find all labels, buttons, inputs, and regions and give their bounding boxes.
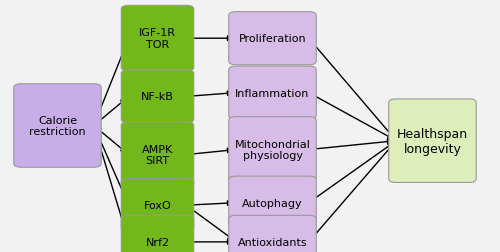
FancyBboxPatch shape <box>121 122 194 188</box>
Text: IGF-1R
TOR: IGF-1R TOR <box>139 28 176 50</box>
Text: Antioxidants: Antioxidants <box>238 237 308 247</box>
FancyBboxPatch shape <box>229 117 316 183</box>
FancyBboxPatch shape <box>14 84 101 168</box>
FancyBboxPatch shape <box>229 215 316 252</box>
Text: NF-kB: NF-kB <box>141 92 174 102</box>
FancyBboxPatch shape <box>229 13 316 66</box>
Text: Mitochondrial
physiology: Mitochondrial physiology <box>234 139 310 161</box>
Text: FoxO: FoxO <box>144 200 172 210</box>
FancyBboxPatch shape <box>121 179 194 232</box>
Text: Autophagy: Autophagy <box>242 198 303 208</box>
Text: AMPK
SIRT: AMPK SIRT <box>142 144 173 166</box>
Text: Inflammation: Inflammation <box>236 88 310 98</box>
FancyBboxPatch shape <box>121 71 194 123</box>
Text: Healthspan
longevity: Healthspan longevity <box>397 127 468 155</box>
Text: Calorie
restriction: Calorie restriction <box>29 115 86 137</box>
Text: Nrf2: Nrf2 <box>146 237 170 247</box>
FancyBboxPatch shape <box>389 100 476 183</box>
Text: Proliferation: Proliferation <box>238 34 306 44</box>
FancyBboxPatch shape <box>121 6 194 72</box>
FancyBboxPatch shape <box>229 176 316 229</box>
FancyBboxPatch shape <box>229 67 316 120</box>
FancyBboxPatch shape <box>121 215 194 252</box>
